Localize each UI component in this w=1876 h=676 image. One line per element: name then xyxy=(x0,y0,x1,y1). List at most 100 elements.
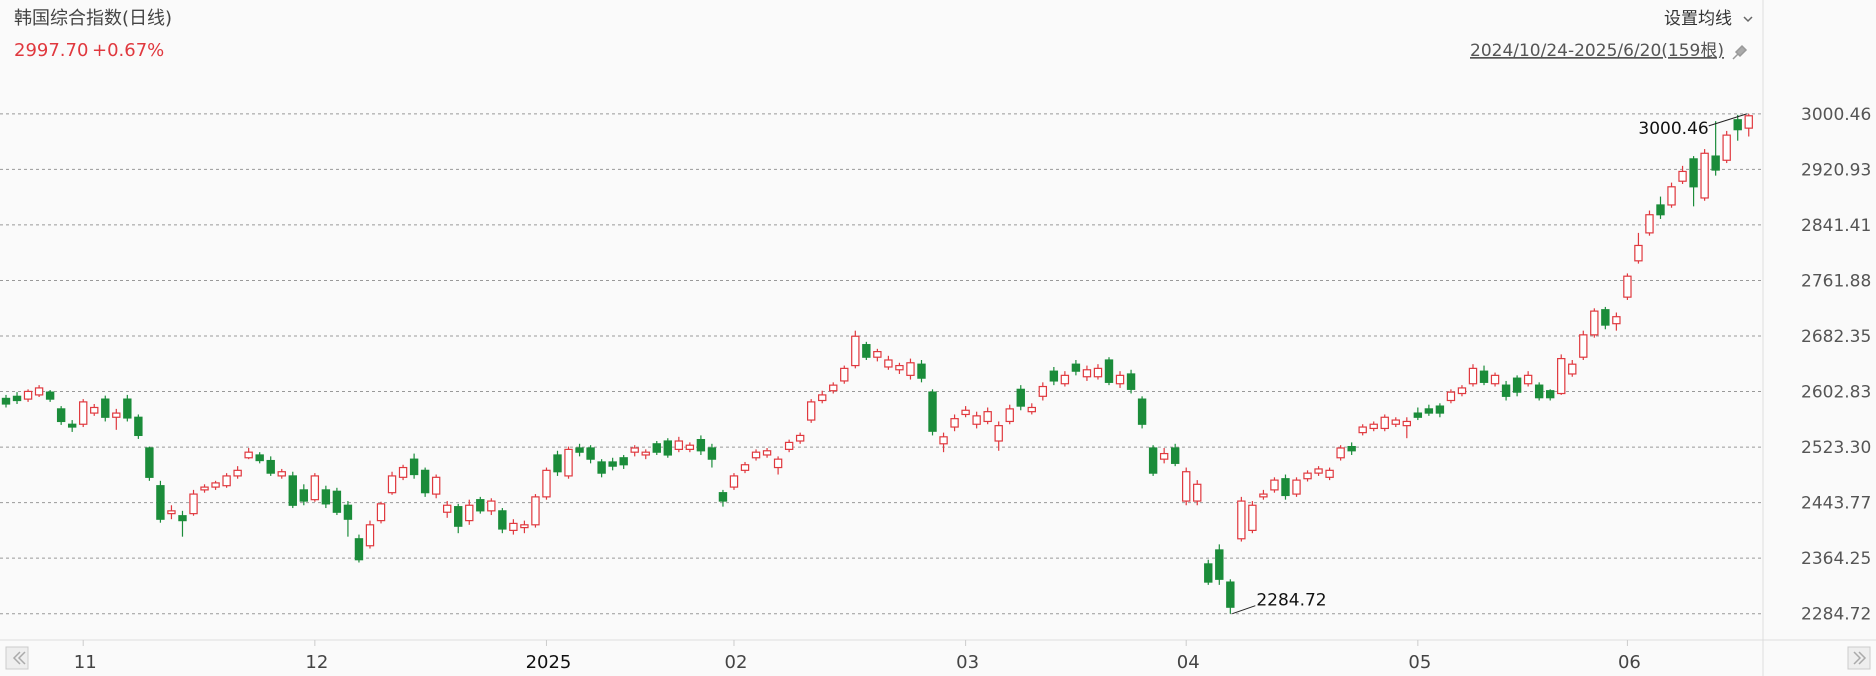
candle-body xyxy=(1568,363,1577,375)
candle-body xyxy=(45,391,55,400)
candle-body xyxy=(895,364,904,371)
x-tick-label: 12 xyxy=(305,652,328,673)
candle-body xyxy=(189,493,198,515)
candle-body xyxy=(685,444,695,450)
candle-body xyxy=(641,451,650,456)
ma-settings[interactable]: 设置均线 xyxy=(1664,9,1732,29)
candle-body xyxy=(1182,471,1191,502)
candle-body xyxy=(343,504,353,520)
candle-body xyxy=(575,447,584,453)
candle-body xyxy=(222,475,231,487)
candle-body xyxy=(1523,374,1533,385)
candle-body xyxy=(1060,374,1070,385)
candle-body xyxy=(376,503,386,522)
candle-body xyxy=(1347,445,1356,452)
y-tick-label: 3000.46 xyxy=(1801,105,1871,125)
scroll-left[interactable] xyxy=(5,646,29,670)
y-tick-label: 2284.72 xyxy=(1801,605,1871,625)
candle-body xyxy=(674,440,684,450)
candle-body xyxy=(1170,447,1180,464)
candle-body xyxy=(873,351,882,358)
candle-body xyxy=(806,401,816,421)
candle-body xyxy=(509,522,518,531)
candle-body xyxy=(1435,405,1445,414)
candle-body xyxy=(1237,500,1246,540)
candle-body xyxy=(1380,416,1389,430)
candle-body xyxy=(729,475,739,488)
candle-body xyxy=(1071,363,1081,372)
candle-body xyxy=(1678,170,1687,182)
candle-body xyxy=(1634,244,1643,262)
y-tick-label: 2364.25 xyxy=(1801,549,1871,569)
y-tick-label: 2682.35 xyxy=(1801,327,1871,347)
candle-body xyxy=(1303,472,1312,480)
candle-body xyxy=(1281,478,1290,497)
candle-body xyxy=(1689,158,1698,188)
candle-body xyxy=(398,466,408,478)
y-tick-label: 2841.41 xyxy=(1801,216,1871,236)
candle-body xyxy=(1016,388,1025,407)
candle-body xyxy=(542,469,551,498)
candle-body xyxy=(1501,384,1511,397)
candle-body xyxy=(939,436,948,445)
candle-body xyxy=(917,363,926,379)
y-tick-label: 2920.93 xyxy=(1801,160,1871,180)
candle-body xyxy=(67,423,77,428)
candle-body xyxy=(1490,374,1500,385)
candle-body xyxy=(906,362,915,376)
candle-body xyxy=(1402,420,1412,427)
candle-body xyxy=(1468,367,1478,385)
candle-body xyxy=(773,458,783,469)
y-tick-label: 2443.77 xyxy=(1801,494,1871,514)
date-range[interactable]: 2024/10/24-2025/6/20(159根) xyxy=(1470,41,1724,61)
candle-body xyxy=(862,344,871,358)
candle-body xyxy=(321,489,331,505)
pin-icon[interactable] xyxy=(1732,44,1748,60)
y-tick-label: 2602.83 xyxy=(1801,383,1871,403)
candle-body xyxy=(1104,359,1114,383)
candle-body xyxy=(1314,468,1323,474)
candle-body xyxy=(1601,309,1610,326)
candle-body xyxy=(1424,408,1434,414)
candle-body xyxy=(1700,152,1709,199)
candle-body xyxy=(12,395,22,402)
price-change: +0.67% xyxy=(92,40,164,61)
low-label: 2284.72 xyxy=(1256,591,1326,611)
candle-body xyxy=(1325,469,1334,478)
candle-body xyxy=(1336,447,1345,459)
candle-body xyxy=(851,335,860,367)
candle-body xyxy=(1270,479,1279,491)
candle-body xyxy=(1590,310,1599,336)
candle-body xyxy=(1115,374,1125,385)
candle-body xyxy=(950,418,959,428)
candle-body xyxy=(23,390,33,400)
candle-body xyxy=(1557,357,1566,395)
candle-body xyxy=(619,457,628,466)
candle-body xyxy=(1656,204,1665,216)
candle-body xyxy=(332,490,342,513)
candle-body xyxy=(1159,452,1169,460)
candle-body xyxy=(1457,387,1467,395)
annotation-arrow xyxy=(1708,113,1747,127)
candle-body xyxy=(994,425,1003,442)
candle-body xyxy=(818,394,827,402)
x-tick-label: 03 xyxy=(956,652,979,673)
candle-body xyxy=(784,441,794,450)
candle-body xyxy=(365,524,375,547)
candle-body xyxy=(1027,406,1036,413)
candle-body xyxy=(156,485,165,520)
candle-body xyxy=(79,401,88,425)
candle-body xyxy=(597,461,606,474)
x-tick-label: 04 xyxy=(1177,652,1200,673)
candle-body xyxy=(1259,493,1268,498)
candle-body xyxy=(696,439,706,452)
candle-body xyxy=(465,504,474,522)
candle-body xyxy=(443,504,452,513)
candle-body xyxy=(1204,563,1213,583)
candle-body xyxy=(531,496,540,526)
candle-body xyxy=(90,406,99,414)
menu-caret xyxy=(1743,16,1753,23)
candle-body xyxy=(1623,275,1632,298)
candle-body xyxy=(431,476,441,495)
